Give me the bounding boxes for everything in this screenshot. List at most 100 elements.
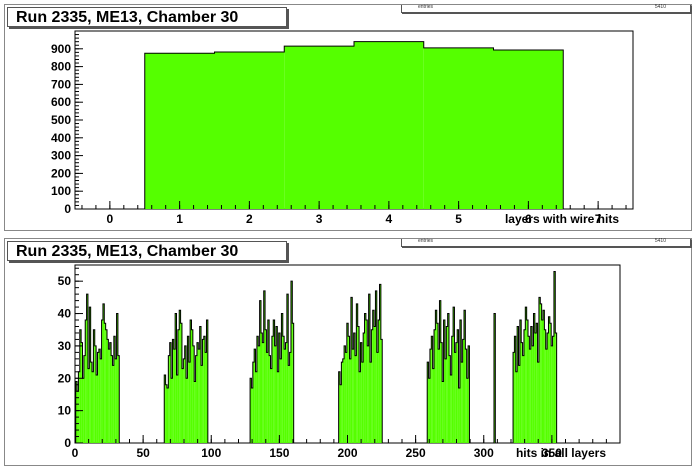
y-tick-label: 40 — [58, 307, 72, 321]
histogram-bar — [251, 387, 253, 443]
x-axis-title: hits in all layers — [516, 446, 606, 460]
y-tick-label: 400 — [51, 131, 71, 145]
histogram-bar — [536, 323, 538, 443]
histogram-bar — [250, 378, 252, 443]
histogram-bar — [540, 303, 542, 443]
histogram-bar — [553, 271, 556, 443]
histogram-bar — [342, 358, 345, 443]
x-tick-label: 0 — [107, 212, 114, 226]
histogram-bar — [519, 320, 522, 443]
histogram-bar — [109, 342, 112, 443]
histogram-bar — [533, 313, 535, 443]
histogram-bar — [269, 355, 271, 443]
histogram-bar — [340, 384, 342, 443]
histogram-bar — [517, 326, 519, 443]
histogram-bar — [273, 320, 275, 443]
histogram-bar — [281, 313, 283, 443]
histogram-bar — [288, 365, 290, 443]
histogram-bar — [180, 323, 182, 443]
histogram-bar — [196, 342, 199, 443]
histogram-bar — [380, 339, 383, 443]
histogram-bar — [493, 50, 564, 209]
histogram-bar — [526, 320, 529, 443]
histogram-bar — [367, 345, 369, 443]
histogram-bar — [348, 336, 350, 443]
histogram-bar — [455, 342, 458, 443]
histogram-bar — [188, 362, 191, 443]
histogram-bar — [205, 352, 207, 443]
y-tick-label: 500 — [51, 113, 71, 127]
histogram-bar — [263, 290, 266, 443]
histogram-bar — [466, 378, 469, 443]
histogram-bar — [274, 345, 276, 443]
histogram-bar — [374, 326, 376, 443]
x-tick-label: 5 — [455, 212, 462, 226]
histogram-bar — [364, 313, 366, 443]
histogram-bar — [438, 349, 440, 443]
histogram-outline — [75, 270, 558, 443]
histogram-bar — [171, 378, 173, 443]
histogram-bar — [463, 310, 466, 443]
upper-stats-label: entries — [418, 4, 434, 10]
histogram-bar — [292, 323, 294, 443]
histogram-bar — [111, 355, 113, 443]
histogram-bar — [523, 329, 526, 443]
histogram-bar — [548, 316, 550, 443]
histogram-bar — [431, 336, 433, 443]
histogram-bar — [290, 281, 293, 443]
y-tick-label: 0 — [64, 202, 71, 216]
histogram-bar — [270, 368, 272, 443]
y-tick-label: 10 — [58, 404, 72, 418]
histogram-bar — [372, 310, 375, 443]
histogram-bar — [544, 329, 546, 443]
histogram-bar — [547, 332, 549, 443]
histogram-bar — [354, 41, 424, 210]
histogram-bar — [252, 362, 255, 443]
x-tick-label: 350 — [542, 446, 562, 460]
histogram-bar — [375, 290, 377, 443]
histogram-bar — [104, 323, 106, 443]
histogram-bar — [190, 320, 192, 443]
histogram-bar — [75, 381, 78, 443]
histogram-bar — [285, 342, 287, 443]
histogram-bar — [191, 329, 193, 443]
histogram-bar — [277, 371, 279, 443]
x-tick-label: 0 — [72, 446, 79, 460]
lower-stats-box: entries 5410 — [401, 238, 691, 247]
x-tick-label: 3 — [316, 212, 323, 226]
histogram-bar — [458, 387, 460, 443]
histogram-bar — [354, 355, 357, 443]
histogram-bar — [179, 310, 181, 443]
histogram-bar — [545, 349, 548, 443]
histogram-bar — [116, 313, 118, 443]
histogram-bar — [346, 323, 349, 443]
histogram-bar — [436, 323, 439, 443]
upper-chart-title: Run 2335, ME13, Chamber 30 — [7, 7, 287, 27]
histogram-bar — [363, 332, 365, 443]
histogram-bar — [266, 352, 268, 443]
histogram-bar — [465, 349, 467, 443]
histogram-bar — [256, 336, 259, 443]
histogram-bar — [493, 313, 496, 443]
histogram-bar — [345, 352, 347, 443]
histogram-bar — [450, 375, 452, 443]
histogram-bar — [192, 345, 195, 443]
histogram-bar — [371, 329, 373, 443]
histogram-bar — [541, 320, 544, 443]
histogram-bar — [459, 320, 462, 443]
histogram-bar — [102, 303, 105, 443]
histogram-bar — [468, 345, 470, 443]
histogram-bar — [344, 345, 346, 443]
lower-stats-value: 5410 — [654, 238, 666, 244]
histogram-bar — [432, 368, 435, 443]
x-tick-label: 150 — [269, 446, 289, 460]
y-tick-label: 50 — [58, 274, 72, 288]
histogram-bar — [254, 349, 256, 443]
histogram-bar — [262, 342, 264, 443]
layers-histogram: 0 100 200 300 400 500 600 700 800 900 0 1 2 3 4 5 6 7laye… — [51, 30, 634, 226]
histogram-bar — [259, 300, 261, 443]
histogram-bar — [81, 342, 83, 443]
histogram-bar — [258, 345, 260, 443]
histogram-bar — [349, 358, 351, 443]
histogram-bar — [107, 339, 109, 443]
